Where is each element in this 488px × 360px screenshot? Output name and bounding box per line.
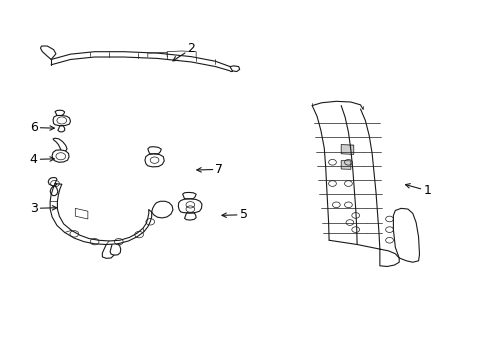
Text: 4: 4 xyxy=(30,153,54,166)
Text: 5: 5 xyxy=(222,208,247,221)
Text: 3: 3 xyxy=(30,202,57,215)
Text: 6: 6 xyxy=(30,121,54,134)
Text: 1: 1 xyxy=(405,184,430,197)
Text: 2: 2 xyxy=(173,42,195,61)
Text: 7: 7 xyxy=(196,163,223,176)
